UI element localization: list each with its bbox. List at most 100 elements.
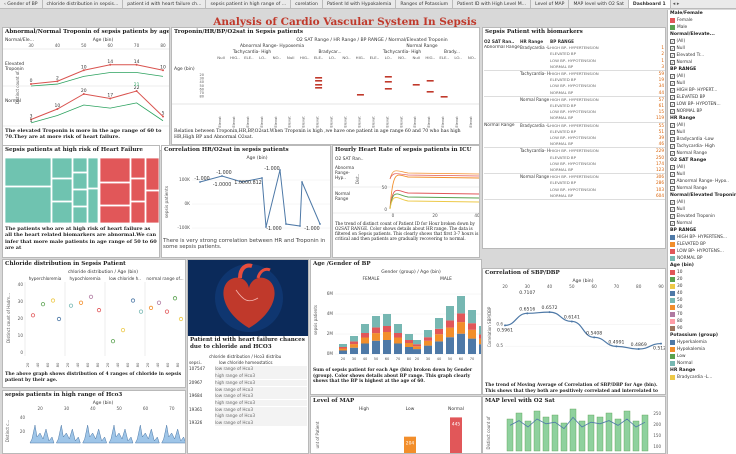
table-row[interactable]: high range of Hco3 <box>189 413 308 420</box>
age-gender-bp-chart[interactable]: Gender (group) / Age (bin)FEMALE MALE seps… <box>311 268 482 368</box>
legend-item[interactable]: NORMAL BP <box>668 255 736 262</box>
sheet-tab[interactable]: Ranges of Potassium <box>396 0 454 8</box>
checkbox-icon[interactable]: ✓ <box>670 179 675 185</box>
filter-option[interactable]: ✓ Bradycardia -Low <box>668 136 736 143</box>
legend-item[interactable]: 80 <box>668 318 736 325</box>
sheet-tab[interactable]: corelation <box>291 0 323 8</box>
filter-option[interactable]: ✓ Null <box>668 45 736 52</box>
table-row[interactable]: low range of Hco3 <box>189 386 308 394</box>
checkbox-icon[interactable]: ✓ <box>670 123 675 129</box>
checkbox-icon[interactable]: ✓ <box>670 60 675 66</box>
biomarkers-row[interactable]: LOW BP- HYPOTENSION 39 <box>484 135 665 141</box>
map-level-chart[interactable]: unt of Patient High Low 204 Normal 445 <box>311 405 482 453</box>
legend-item[interactable]: Hypokalemia <box>668 346 736 353</box>
legend-item[interactable]: 90 <box>668 325 736 332</box>
biomarkers-row[interactable]: NORMAL BP 3 <box>484 64 665 70</box>
hr-o2-correlation-chart[interactable]: Age (bin) sepsis patients 100K 0K -100K -1.00… <box>162 154 331 239</box>
filter-option[interactable]: ✓ Abnormal Range- Hypo.. <box>668 178 736 185</box>
table-row[interactable]: 19326 low range of Hco3 <box>189 420 308 427</box>
sheet-tab[interactable]: chloride distribution in sepsis... <box>43 0 124 8</box>
sheet-tab[interactable]: ‹ Gender of BP <box>0 0 43 8</box>
legend-item[interactable]: Bradycardia -L... <box>668 374 736 381</box>
sheet-tab[interactable]: Level of MAP <box>531 0 570 8</box>
filter-option[interactable]: ✓ Null <box>668 171 736 178</box>
sheet-tab[interactable]: Patient Id with Hypokalemia <box>323 0 397 8</box>
sheet-tab[interactable]: Dashboard 1 <box>628 0 671 8</box>
filter-option[interactable]: ✓ Elevated Tr... <box>668 52 736 59</box>
checkbox-icon[interactable]: ✓ <box>670 46 675 52</box>
legend-item[interactable]: 30 <box>668 283 736 290</box>
legend-item[interactable]: Low <box>668 353 736 360</box>
filter-option[interactable]: ✓ Tachycardia- High <box>668 143 736 150</box>
legend-item[interactable]: 10 <box>668 269 736 276</box>
checkbox-icon[interactable]: ✓ <box>670 165 675 171</box>
legend-item[interactable]: Normal <box>668 360 736 367</box>
sheet-tab[interactable]: patient id with heart failure ch... <box>123 0 207 8</box>
checkbox-icon[interactable]: ✓ <box>670 95 675 101</box>
checkbox-icon[interactable]: ✓ <box>670 39 675 45</box>
checkbox-icon[interactable]: ✓ <box>670 109 675 115</box>
chloride-hco3-table[interactable]: chloride distribution / Hco3 distribu low… <box>189 354 308 428</box>
legend-item[interactable]: Hyperkalemia <box>668 339 736 346</box>
sheet-tab[interactable]: MAP level with O2 Sat <box>569 0 629 8</box>
checkbox-icon[interactable]: ✓ <box>670 144 675 150</box>
checkbox-icon[interactable]: ✓ <box>670 200 675 206</box>
legend-item[interactable]: Female <box>668 17 736 24</box>
biomarkers-row[interactable]: LOW BP- HYPOTENSION 1 <box>484 58 665 64</box>
checkbox-icon[interactable]: ✓ <box>670 214 675 220</box>
filter-option[interactable]: ✓ Null <box>668 80 736 87</box>
filter-option[interactable]: ✓ Normal Range <box>668 150 736 157</box>
table-row[interactable]: high range of Hco3 <box>189 399 308 407</box>
legend-item[interactable]: 60 <box>668 304 736 311</box>
filter-option[interactable]: ✓ HIGH BP- HYPERT... <box>668 87 736 94</box>
chloride-scatter[interactable]: chloride distribution / Age (bin) hyperch… <box>3 268 186 372</box>
checkbox-icon[interactable]: ✓ <box>670 130 675 136</box>
biomarkers-row[interactable]: Normal Range Bradycardia -LowHIGH BP- HYP… <box>484 123 665 129</box>
filter-option[interactable]: ✓ Null <box>668 129 736 136</box>
filter-option[interactable]: ✓ (All) <box>668 38 736 45</box>
biomarkers-row[interactable]: NORMAL BP 46 <box>484 141 665 147</box>
checkbox-icon[interactable]: ✓ <box>670 151 675 157</box>
filter-option[interactable]: ✓ (All) <box>668 164 736 171</box>
checkbox-icon[interactable]: ✓ <box>670 207 675 213</box>
sheet-tab[interactable]: Patient ID with High Level M... <box>453 0 532 8</box>
biomarkers-row[interactable]: ELEVATED BP 2 <box>484 51 665 57</box>
biomarkers-row[interactable]: Normal Range HIGH BP- HYPERTENSION 57 <box>484 97 665 103</box>
biomarkers-row[interactable]: LOW BP- HYPOTENSION 174 <box>484 161 665 167</box>
table-row[interactable]: 20967 high range of Hco3 <box>189 379 308 387</box>
biomarkers-row[interactable]: ELEVATED BP 51 <box>484 129 665 135</box>
table-row[interactable]: sepsi.. 107547 low range of Hco3 <box>189 360 308 373</box>
map-o2-chart[interactable]: Distinct count of 250 200 150 100 <box>483 405 666 453</box>
legend-item[interactable]: 70 <box>668 311 736 318</box>
biomarkers-row[interactable]: Tachycardia- HighHIGH BP- HYPERTENSION 22… <box>484 148 665 154</box>
filter-option[interactable]: ✓ NORMAL BP <box>668 108 736 115</box>
biomarkers-row[interactable]: ELEVATED BP 19 <box>484 77 665 83</box>
checkbox-icon[interactable]: ✓ <box>670 172 675 178</box>
sheet-tab[interactable]: sepsis patient in high range of ... <box>206 0 292 8</box>
biomarkers-table[interactable]: O2 SAT Ran.. HR Range BP RANGE Abnormal Ran… <box>484 39 665 201</box>
checkbox-icon[interactable]: ✓ <box>670 137 675 143</box>
checkbox-icon[interactable]: ✓ <box>670 102 675 108</box>
filter-option[interactable]: ✓ Null <box>668 206 736 213</box>
filter-option[interactable]: ✓ (All) <box>668 73 736 80</box>
table-row[interactable]: 19361 low range of Hco3 <box>189 406 308 414</box>
biomarkers-row[interactable]: Normal Range HIGH BP- HYPERTENSION 306 <box>484 174 665 180</box>
biomarkers-row[interactable]: NORMAL BP 119 <box>484 115 665 121</box>
checkbox-icon[interactable]: ✓ <box>670 186 675 192</box>
filter-option[interactable]: ✓ (All) <box>668 122 736 129</box>
table-row[interactable]: 19684 low range of Hco3 <box>189 393 308 400</box>
legend-item[interactable]: ELEVATED BP <box>668 241 736 248</box>
checkbox-icon[interactable]: ✓ <box>670 81 675 87</box>
biomarkers-row[interactable]: Abnormal Range- HypoxemiaBradycardia -Lo… <box>484 45 665 51</box>
high-risk-treemap[interactable] <box>3 156 160 224</box>
legend-item[interactable]: 50 <box>668 297 736 304</box>
filter-option[interactable]: ✓ Normal Range <box>668 185 736 192</box>
biomarkers-row[interactable]: LOW BP- HYPOTENSION 103 <box>484 187 665 193</box>
biomarkers-row[interactable]: ELEVATED BP 61 <box>484 103 665 109</box>
biomarkers-row[interactable]: NORMAL BP 123 <box>484 167 665 173</box>
biomarkers-row[interactable]: LOW BP- HYPOTENSION 15 <box>484 109 665 115</box>
checkbox-icon[interactable]: ✓ <box>670 74 675 80</box>
table-row[interactable] <box>189 427 308 428</box>
biomarkers-row[interactable]: ELEVATED BP 250 <box>484 155 665 161</box>
